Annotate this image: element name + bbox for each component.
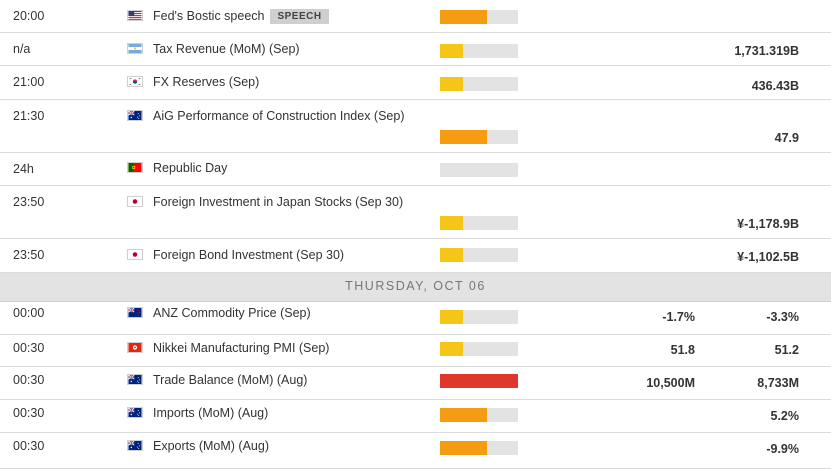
event-time: 24h: [13, 162, 34, 176]
event-row[interactable]: 00:30 Exports (MoM) (Aug) -9.9%: [0, 433, 831, 469]
ar-flag-icon: [127, 43, 143, 54]
impact-bar: [440, 163, 518, 177]
event-time: 00:30: [13, 406, 45, 420]
previous-value: ¥-1,178.9B: [737, 217, 799, 231]
hk-flag-icon: [127, 342, 143, 353]
event-row[interactable]: 20:00 Fed's Bostic speech SPEECH: [0, 0, 831, 33]
event-name-label[interactable]: Trade Balance (MoM) (Aug): [153, 373, 308, 387]
impact-bar: [440, 342, 518, 356]
impact-bar: [440, 130, 518, 144]
au-flag-icon: [127, 110, 143, 121]
au-flag-icon: [127, 407, 143, 418]
event-name-label[interactable]: Tax Revenue (MoM) (Sep): [153, 42, 300, 56]
previous-value: -9.9%: [766, 442, 799, 456]
event-name-label[interactable]: Foreign Bond Investment (Sep 30): [153, 248, 345, 262]
impact-bar: [440, 216, 518, 230]
event-name[interactable]: FX Reserves (Sep): [153, 75, 259, 89]
au-flag-icon: [127, 374, 143, 385]
event-row[interactable]: n/a Tax Revenue (MoM) (Sep) 1,731.319B: [0, 33, 831, 66]
event-row[interactable]: 23:50 Foreign Investment in Japan Stocks …: [0, 186, 831, 239]
event-name[interactable]: Nikkei Manufacturing PMI (Sep): [153, 341, 329, 355]
previous-value: 8,733M: [757, 376, 799, 390]
event-row[interactable]: 00:30 Imports (MoM) (Aug) 5.2%: [0, 400, 831, 433]
impact-bar: [440, 408, 518, 422]
nz-flag-icon: [127, 307, 143, 318]
impact-bar-fill: [440, 77, 463, 91]
kr-flag-icon: [127, 76, 143, 87]
actual-value: 10,500M: [646, 376, 695, 390]
actual-value: 51.8: [670, 343, 695, 357]
speech-badge: SPEECH: [270, 9, 329, 24]
event-name-label[interactable]: Nikkei Manufacturing PMI (Sep): [153, 341, 330, 355]
event-row[interactable]: 21:00 FX Reserves (Sep) 436.43B: [0, 66, 831, 100]
event-time: 00:30: [13, 373, 45, 387]
event-name[interactable]: Fed's Bostic speech SPEECH: [153, 9, 329, 24]
previous-value: 436.43B: [751, 79, 799, 93]
impact-bar-fill: [440, 408, 487, 422]
impact-bar-fill: [440, 374, 518, 388]
impact-bar-fill: [440, 342, 463, 356]
impact-bar: [440, 374, 518, 388]
event-name[interactable]: Tax Revenue (MoM) (Sep): [153, 42, 300, 56]
event-time: 23:50: [13, 195, 45, 209]
impact-bar: [440, 44, 518, 58]
impact-bar-fill: [440, 248, 463, 262]
event-name-label[interactable]: Imports (MoM) (Aug): [153, 406, 269, 420]
previous-value: 5.2%: [770, 409, 800, 423]
previous-value: 1,731.319B: [734, 44, 799, 58]
event-name[interactable]: Imports (MoM) (Aug): [153, 406, 268, 420]
event-time: 00:30: [13, 341, 45, 355]
event-name-label[interactable]: FX Reserves (Sep): [153, 75, 260, 89]
date-header: THURSDAY, OCT 06: [0, 273, 831, 302]
previous-value: -3.3%: [766, 310, 799, 324]
impact-bar-fill: [440, 130, 487, 144]
pt-flag-icon: [127, 162, 143, 173]
event-name-label[interactable]: AiG Performance of Construction Index (S…: [153, 109, 405, 123]
actual-value: -1.7%: [662, 310, 695, 324]
impact-bar: [440, 10, 518, 24]
event-row[interactable]: 24h Republic Day: [0, 153, 831, 186]
impact-bar-fill: [440, 216, 463, 230]
jp-flag-icon: [127, 196, 143, 207]
event-row[interactable]: 21:30 AiG Performance of Construction Ind…: [0, 100, 831, 153]
impact-bar-fill: [440, 10, 487, 24]
us-flag-icon: [127, 10, 143, 21]
event-row[interactable]: 23:50 Foreign Bond Investment (Sep 30) ¥-1…: [0, 239, 831, 273]
event-name-label[interactable]: Exports (MoM) (Aug): [153, 439, 269, 453]
au-flag-icon: [127, 440, 143, 451]
event-time: 00:30: [13, 439, 45, 453]
event-name-label[interactable]: ANZ Commodity Price (Sep): [153, 306, 311, 320]
event-name[interactable]: Republic Day: [153, 161, 227, 175]
event-name[interactable]: Foreign Bond Investment (Sep 30): [153, 248, 344, 262]
event-name[interactable]: AiG Performance of Construction Index (S…: [153, 109, 405, 123]
event-name[interactable]: Trade Balance (MoM) (Aug): [153, 373, 307, 387]
impact-bar-fill: [440, 441, 487, 455]
event-name[interactable]: ANZ Commodity Price (Sep): [153, 306, 311, 320]
previous-value: ¥-1,102.5B: [737, 250, 799, 264]
event-time: 23:50: [13, 248, 45, 262]
impact-bar-fill: [440, 44, 463, 58]
jp-flag-icon: [127, 249, 143, 260]
event-name[interactable]: Foreign Investment in Japan Stocks (Sep …: [153, 195, 403, 209]
event-row[interactable]: 00:00 ANZ Commodity Price (Sep) -1.7% -3.3%: [0, 302, 831, 335]
impact-bar: [440, 310, 518, 324]
previous-value: 47.9: [774, 131, 799, 145]
impact-bar: [440, 248, 518, 262]
event-name-label[interactable]: Fed's Bostic speech: [153, 9, 265, 23]
event-name[interactable]: Exports (MoM) (Aug): [153, 439, 269, 453]
event-time: 20:00: [13, 9, 45, 23]
impact-bar-fill: [440, 310, 463, 324]
impact-bar: [440, 77, 518, 91]
impact-bar: [440, 441, 518, 455]
event-time: n/a: [13, 42, 31, 56]
event-time: 21:30: [13, 109, 45, 123]
event-name-label[interactable]: Republic Day: [153, 161, 228, 175]
event-name-label[interactable]: Foreign Investment in Japan Stocks (Sep …: [153, 195, 404, 209]
event-time: 00:00: [13, 306, 45, 320]
event-time: 21:00: [13, 75, 45, 89]
event-row[interactable]: 00:30 Nikkei Manufacturing PMI (Sep) 51.8 5…: [0, 335, 831, 367]
previous-value: 51.2: [774, 343, 799, 357]
event-row[interactable]: 00:30 Trade Balance (MoM) (Aug) 10,500M 8,7…: [0, 367, 831, 400]
